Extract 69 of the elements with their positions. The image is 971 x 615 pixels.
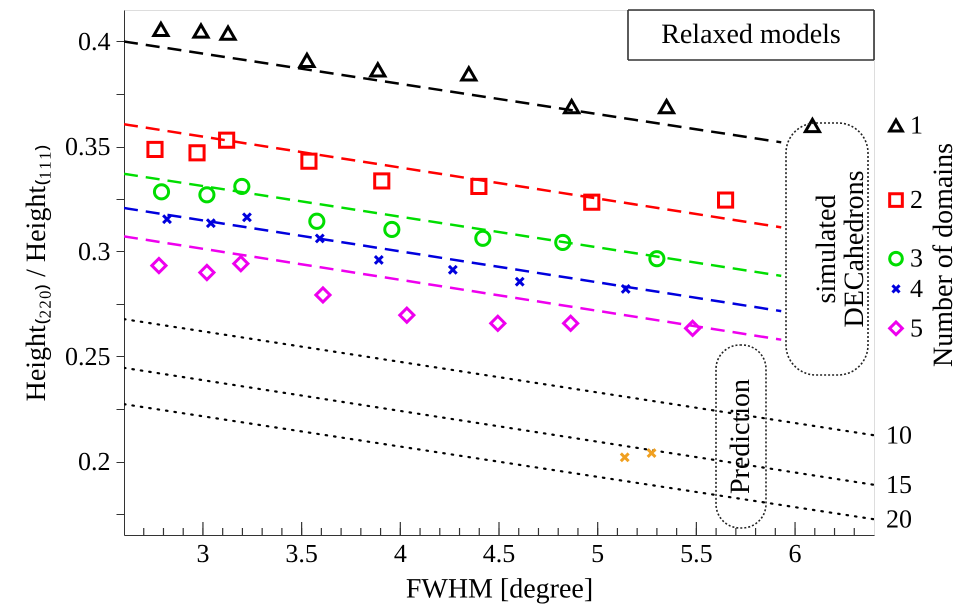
y-axis-title: Height₍₂₂₀₎ / Height₍₁₁₁₎ <box>21 144 52 402</box>
point <box>242 212 252 223</box>
point <box>152 22 170 37</box>
point <box>583 194 600 211</box>
point <box>369 62 386 78</box>
point <box>563 98 580 114</box>
x-tick-label: 5.5 <box>680 539 713 568</box>
point <box>233 178 250 195</box>
series-label: 15 <box>886 470 912 499</box>
point <box>298 52 316 68</box>
point <box>684 320 702 337</box>
annotation: simulated DECahedrons <box>811 170 870 328</box>
point <box>162 214 172 225</box>
point <box>554 234 572 252</box>
point <box>489 314 506 332</box>
point <box>447 264 458 276</box>
x-tick-label: 3.5 <box>285 539 318 568</box>
point <box>314 286 332 304</box>
point <box>620 284 632 294</box>
legend-label: 5 <box>910 313 923 342</box>
y-tick-label: 0.2 <box>78 447 110 476</box>
legend-label: 3 <box>910 244 923 273</box>
point <box>308 212 326 230</box>
point <box>658 98 676 114</box>
point <box>470 178 488 195</box>
x-tick-label: 4.5 <box>482 539 516 568</box>
point <box>398 306 416 324</box>
point <box>619 452 630 463</box>
point <box>648 250 666 268</box>
y-tick-label: 0.35 <box>65 132 110 161</box>
legend-label: 4 <box>910 274 923 303</box>
legend-label: 1 <box>910 110 923 140</box>
point <box>314 233 326 244</box>
point <box>804 118 821 134</box>
x-tick-label: 5 <box>591 539 604 568</box>
annotation: Prediction <box>725 378 756 494</box>
point <box>150 257 168 274</box>
point <box>562 314 580 332</box>
point <box>219 25 237 41</box>
y-tick-label: 0.25 <box>65 342 110 371</box>
point <box>373 172 390 190</box>
x-axis-title: FWHM [degree] <box>406 574 594 604</box>
point <box>218 132 236 149</box>
point <box>300 152 318 170</box>
point <box>460 66 478 82</box>
x-tick-label: 3 <box>196 539 210 568</box>
y-tick-label: 0.4 <box>78 27 110 56</box>
legend-label: 2 <box>910 185 923 214</box>
point <box>198 264 216 282</box>
y2-axis-title: Number of domains <box>928 143 959 367</box>
series-label: 10 <box>886 420 912 450</box>
point <box>205 218 216 229</box>
point <box>383 220 400 238</box>
point <box>474 230 492 247</box>
point <box>373 254 384 266</box>
point <box>188 144 206 162</box>
annotation: Relaxed models <box>661 19 841 50</box>
x-tick-label: 6 <box>788 539 802 568</box>
point <box>146 140 164 158</box>
point <box>198 186 216 204</box>
point <box>717 191 734 209</box>
point <box>514 276 526 288</box>
point <box>646 448 657 458</box>
point <box>192 23 210 39</box>
point <box>232 255 250 272</box>
x-tick-label: 4 <box>394 539 407 568</box>
point <box>152 183 170 200</box>
y-tick-label: 0.3 <box>78 237 110 266</box>
series-label: 20 <box>886 504 912 534</box>
